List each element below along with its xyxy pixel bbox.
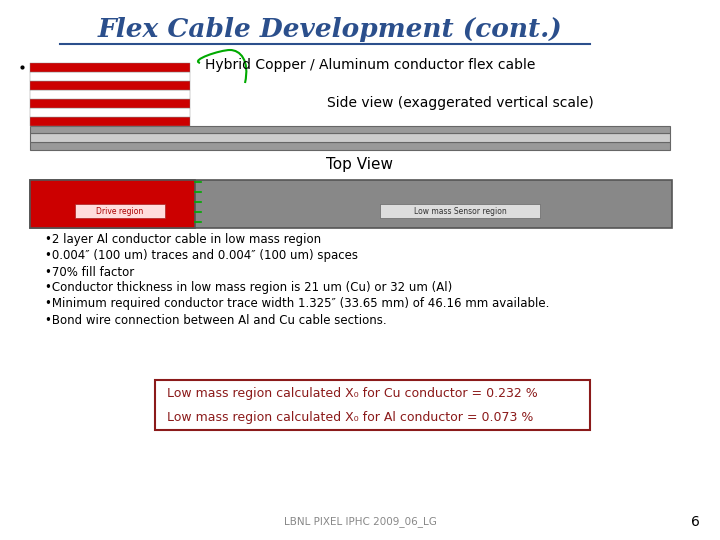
Text: •0.004″ (100 um) traces and 0.004″ (100 um) spaces: •0.004″ (100 um) traces and 0.004″ (100 … (45, 249, 358, 262)
Text: •Conductor thickness in low mass region is 21 um (Cu) or 32 um (Al): •Conductor thickness in low mass region … (45, 281, 452, 294)
Text: Low mass region calculated X₀ for Al conductor = 0.073 %: Low mass region calculated X₀ for Al con… (167, 410, 534, 423)
Bar (75, 204, 165, 218)
Bar (30, 133, 670, 142)
Bar (155, 380, 590, 430)
Text: Low mass Sensor region: Low mass Sensor region (413, 206, 506, 215)
Text: Side view (exaggerated vertical scale): Side view (exaggerated vertical scale) (327, 96, 593, 110)
Bar (30, 81, 190, 90)
Bar (30, 126, 670, 133)
Text: •70% fill factor: •70% fill factor (45, 266, 134, 279)
Text: •Minimum required conductor trace width 1.325″ (33.65 mm) of 46.16 mm available.: •Minimum required conductor trace width … (45, 298, 549, 310)
Bar (30, 90, 190, 99)
Bar (30, 99, 190, 108)
Text: Top View: Top View (326, 158, 394, 172)
Text: Hybrid Copper / Aluminum conductor flex cable: Hybrid Copper / Aluminum conductor flex … (204, 58, 535, 72)
Bar (30, 72, 190, 81)
Text: •2 layer Al conductor cable in low mass region: •2 layer Al conductor cable in low mass … (45, 233, 321, 246)
Text: LBNL PIXEL IPHC 2009_06_LG: LBNL PIXEL IPHC 2009_06_LG (284, 517, 436, 528)
Text: 6: 6 (690, 515, 699, 529)
Bar (30, 108, 190, 117)
Bar (380, 204, 540, 218)
Text: Drive region: Drive region (96, 206, 143, 215)
Bar (30, 180, 672, 228)
Bar (30, 117, 190, 126)
Text: Flex Cable Development (cont.): Flex Cable Development (cont.) (98, 17, 562, 43)
Bar (30, 63, 190, 72)
Text: •Bond wire connection between Al and Cu cable sections.: •Bond wire connection between Al and Cu … (45, 314, 387, 327)
Bar (30, 142, 670, 150)
Text: Low mass region calculated X₀ for Cu conductor = 0.232 %: Low mass region calculated X₀ for Cu con… (167, 387, 538, 400)
Bar (30, 180, 195, 228)
